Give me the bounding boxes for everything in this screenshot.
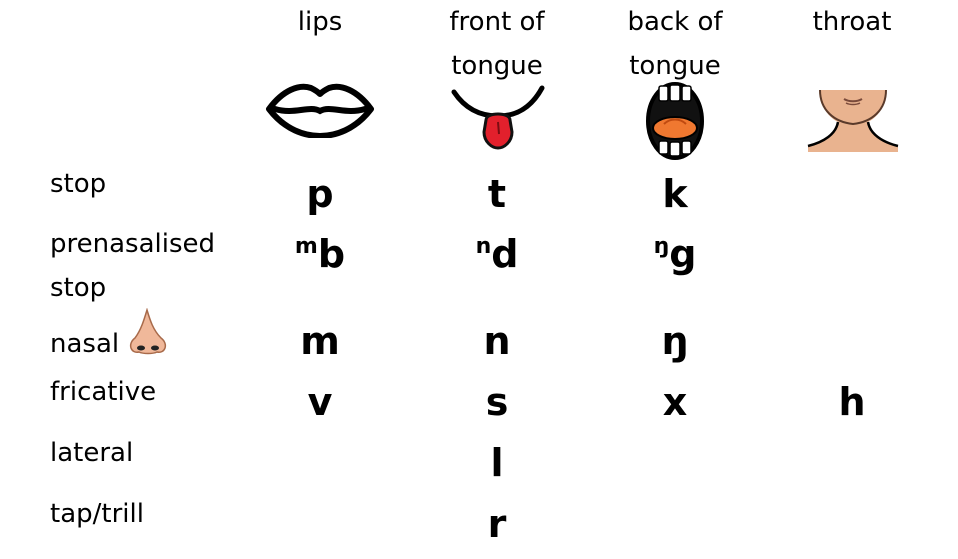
consonant-superscript: ŋ xyxy=(653,234,670,259)
consonant-base: b xyxy=(317,232,346,276)
consonant-cell: mb xyxy=(260,232,380,276)
consonant-cell: l xyxy=(490,441,504,485)
column-header-back-of-tongue: back of tongue xyxy=(627,7,723,81)
row-label-nasal: nasal xyxy=(50,329,120,359)
consonant-cell: t xyxy=(487,172,507,216)
consonant-cell: s xyxy=(485,380,509,424)
lips-icon xyxy=(266,83,374,138)
consonant-cell: n xyxy=(483,319,511,363)
nose-icon xyxy=(129,308,167,355)
row-label-lateral: lateral xyxy=(50,438,134,468)
column-header-lips: lips xyxy=(297,7,343,37)
row-label-tap-trill: tap/trill xyxy=(50,499,144,529)
consonant-cell: k xyxy=(662,172,688,216)
consonant-superscript: m xyxy=(294,234,318,259)
consonant-cell: m xyxy=(300,319,340,363)
tongue-tip-icon xyxy=(451,85,545,150)
column-header-front-of-tongue: front of tongue xyxy=(449,7,545,81)
consonant-superscript: n xyxy=(475,234,492,259)
consonant-base: d xyxy=(491,232,519,276)
consonant-cell: x xyxy=(662,380,688,424)
consonant-cell: h xyxy=(838,380,866,424)
consonant-cell: v xyxy=(307,380,333,424)
consonant-cell: p xyxy=(306,172,334,216)
consonant-cell: r xyxy=(487,502,507,546)
consonant-cell: nd xyxy=(437,232,557,276)
open-mouth-icon xyxy=(646,82,704,160)
row-label-stop: stop xyxy=(50,169,107,199)
consonant-cell: ŋg xyxy=(615,232,735,276)
throat-icon xyxy=(807,89,899,152)
column-header-throat: throat xyxy=(812,7,892,37)
row-label-prenasalised-stop: prenasalised stop xyxy=(50,229,216,303)
consonant-base: g xyxy=(669,232,697,276)
row-label-fricative: fricative xyxy=(50,377,157,407)
consonant-cell: ŋ xyxy=(661,319,689,363)
